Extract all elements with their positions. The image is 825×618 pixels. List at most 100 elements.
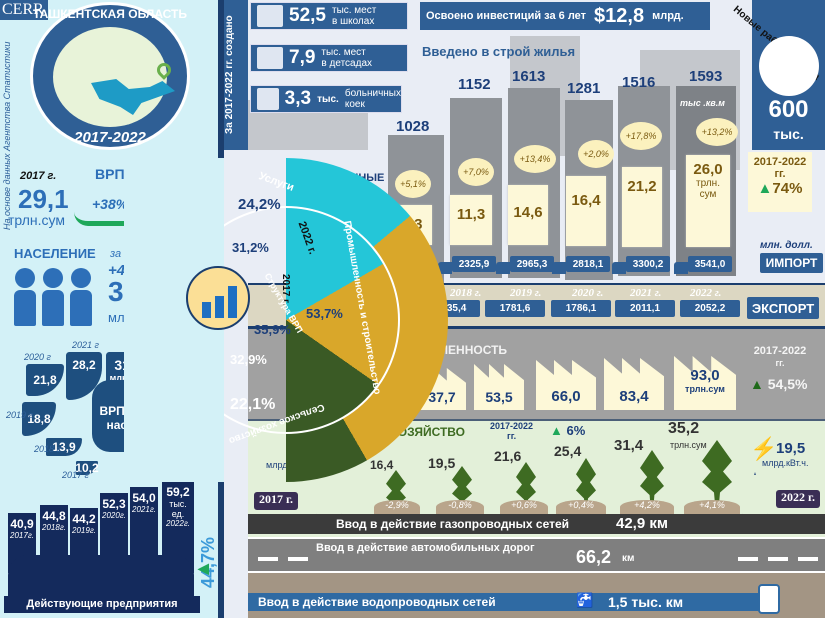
road-dash: [288, 557, 308, 561]
jobs-growth: ▲74%: [757, 180, 803, 197]
investment-unit: млрд.: [652, 10, 684, 22]
enterprise-value: 44,2: [72, 512, 96, 526]
enterprise-year: 2020г.: [102, 511, 126, 520]
service-value-box: 26,0 трлн. сум: [686, 155, 730, 247]
school-building-icon: [257, 5, 283, 27]
factory-value: 93,0: [690, 367, 720, 384]
truck-icon: [496, 262, 510, 274]
service-value: 26,0: [693, 161, 723, 178]
per-capita-year: 2019 г: [6, 410, 33, 420]
service-growth-bubble: +2,0%: [578, 140, 614, 168]
service-growth-bubble: +13,4%: [514, 145, 556, 173]
signpost-year-from: 2017 г.: [254, 492, 298, 510]
enterprise-year: 2021г.: [132, 505, 156, 514]
region-title: ТАШКЕНТСКАЯ ОБЛАСТЬ: [33, 7, 188, 21]
agri-growth: +4,2%: [620, 500, 674, 514]
investment-value: $12,8: [594, 4, 645, 27]
jobs-unit: тыс.: [773, 126, 804, 142]
growth-arrow-icon: [74, 212, 144, 226]
road-unit: км: [622, 553, 635, 564]
export-wagon: 2011,1: [615, 300, 675, 317]
hospital-bed-icon: [257, 88, 279, 110]
agri-growth: +0,6%: [500, 500, 548, 514]
uzbekistan-map-icon: [91, 79, 175, 115]
grp-label: ВРП: [95, 166, 125, 182]
water-tap-icon: 🚰: [576, 592, 594, 608]
signpost-year-to: 2022 г.: [776, 490, 820, 508]
per-capita-petal: 10,2: [75, 461, 99, 475]
service-growth-bubble: +17,8%: [620, 122, 662, 150]
industry-period: 2017-2022 гг.: [753, 345, 807, 368]
truck-icon: [674, 262, 688, 274]
housing-value: 1516: [622, 74, 656, 91]
arrow-up-icon: ▲: [750, 376, 764, 392]
person-icon: [70, 268, 92, 326]
businessmen-crowd-icon: [8, 555, 194, 597]
arrow-up-icon: ▲: [757, 180, 773, 197]
road: Ввод в действие автомобильных дорог 66,2…: [248, 537, 825, 573]
import-truck: 2965,3: [510, 256, 554, 272]
per-capita-petal: 21,8: [26, 364, 64, 396]
agri-value: 16,4: [370, 458, 394, 472]
per-capita-petal: 28,2: [66, 352, 102, 400]
service-unit: сум: [699, 189, 717, 200]
service-value: 11,3: [450, 195, 492, 245]
import-truck: 2325,9: [452, 256, 496, 272]
hospitals-stat: 3,3 тыс. больничных коек: [250, 85, 402, 113]
import-truck: 3541,0: [688, 256, 732, 272]
region-badge: ТАШКЕНТСКАЯ ОБЛАСТЬ 2017-2022: [30, 2, 190, 150]
water-drop-icon: [758, 584, 780, 614]
enterprise-value: 40,9: [10, 517, 34, 531]
enterprise-unit: тыс. ед.: [169, 499, 187, 519]
road-label: Ввод в действие автомобильных дорог: [316, 542, 535, 554]
worker-search-icon: [759, 36, 819, 96]
share-2022-agriculture: 22,1%: [230, 396, 276, 413]
gas-pipeline: Ввод в действие газопроводных сетей 42,9…: [248, 514, 825, 534]
enterprise-value: 59,2: [166, 485, 190, 499]
share-2022-services: 24,2%: [238, 196, 281, 213]
housing-value: 1028: [396, 118, 430, 135]
export-year: 2022 г.: [690, 287, 722, 299]
agriculture-growth: ▲ 6%: [550, 423, 586, 438]
per-capita-year: 2020 г: [24, 352, 51, 362]
housing-unit: тыс .кв.м: [680, 98, 725, 108]
industry-unit: трлн.сум: [685, 384, 725, 394]
export-year: 2021 г.: [630, 287, 662, 299]
housing-value: 1152: [458, 76, 491, 93]
cerr-logo: CERR: [0, 0, 48, 20]
created-side-label: За 2017-2022 гг. создано: [224, 0, 248, 150]
hospitals-value: 3,3: [284, 88, 312, 109]
truck-icon: [552, 262, 566, 274]
service-value: 21,2: [622, 167, 662, 247]
agri-unit: трлн.сум: [670, 440, 707, 450]
agri-growth: +0,4%: [556, 500, 606, 514]
enterprises-label: Действующие предприятия: [4, 596, 200, 613]
growth-chart-icon: [186, 266, 250, 330]
jobs-period-suffix: гг.: [774, 168, 786, 180]
per-capita-year: 2021 г: [72, 340, 99, 350]
housing-value: 1613: [512, 68, 546, 85]
service-growth-bubble: +13,2%: [696, 118, 738, 146]
agriculture-period: 2017-2022 гг.: [490, 421, 534, 441]
house-baby-icon: [257, 47, 283, 69]
region-period: 2017-2022: [74, 129, 146, 146]
hospitals-unit: тыс.: [317, 93, 339, 105]
enterprise-year: 2018г.: [42, 523, 66, 532]
road-dash: [798, 557, 818, 561]
location-pin-icon: [154, 60, 174, 80]
enterprise-year: 2019г.: [72, 526, 96, 535]
enterprise-value: 52,3: [102, 497, 126, 511]
person-icon: [42, 268, 64, 326]
source-note: На основе данных Агентства Статистики: [2, 41, 12, 230]
investment-banner: Освоено инвестиций за 6 лет $12,8 млрд.: [420, 2, 710, 30]
agri-growth: +4,1%: [684, 500, 740, 514]
map-circle: [53, 27, 175, 127]
share-2017-industry: 35,9%: [254, 322, 291, 337]
enterprise-year: 2017г.: [10, 531, 34, 540]
industry-growth: ▲ 54,5%: [750, 376, 808, 392]
service-value: 14,6: [508, 185, 548, 245]
housing-value: 1281: [567, 80, 601, 97]
lightning-icon: ⚡: [750, 436, 778, 461]
per-capita-year: 2017 г: [62, 470, 89, 480]
agri-value: 35,2: [668, 420, 700, 437]
